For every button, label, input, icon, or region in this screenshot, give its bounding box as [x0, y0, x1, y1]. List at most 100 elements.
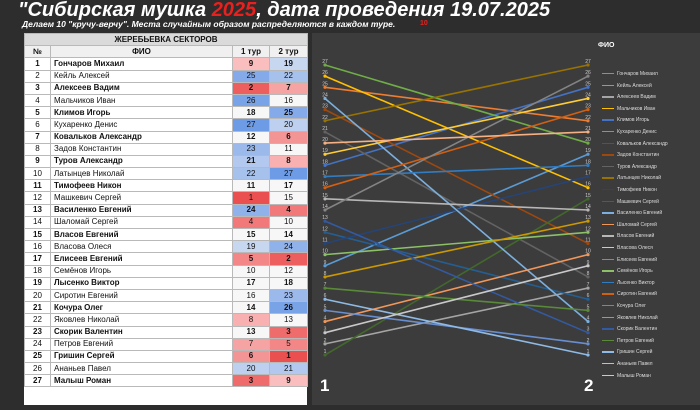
table-row: 3 Алексеев Вадим 2 7: [24, 81, 309, 95]
series-point: [586, 130, 590, 134]
chart-svg: 9192522272616182527201262311218222711171…: [322, 59, 591, 357]
legend-label: Гришин Сергей: [617, 349, 653, 356]
legend-label: Задов Константин: [617, 152, 660, 159]
row-number: 18: [24, 264, 51, 278]
round2-sector: 17: [268, 179, 309, 193]
legend-label: Лысенко Виктор: [617, 279, 655, 286]
legend-label: Сиротин Евгений: [617, 291, 657, 298]
round1-sector: 7: [232, 337, 270, 351]
row-number: 25: [24, 349, 51, 364]
legend-item: Семёнов Игорь: [602, 268, 653, 274]
round1-sector: 3: [232, 374, 270, 388]
row-number: 1: [24, 57, 51, 71]
col-header-num: №: [24, 45, 51, 59]
round1-sector: 9: [232, 57, 270, 71]
point-label: 21: [585, 126, 591, 132]
series-point: [323, 253, 327, 257]
point-label: 8: [587, 271, 590, 277]
row-number: 10: [24, 167, 51, 181]
series-point: [586, 85, 590, 89]
participant-name: Семёнов Игорь: [50, 264, 233, 278]
legend-label: Кочура Олег: [617, 303, 646, 309]
series-point: [323, 297, 327, 301]
legend-swatch: [602, 362, 614, 365]
point-label: 15: [585, 193, 591, 199]
table-row: 19 Лысенко Виктор 17 18: [24, 276, 309, 290]
table-row: 18 Семёнов Игорь 10 12: [24, 264, 309, 278]
legend-label: Кухаренко Денис: [617, 129, 657, 135]
round2-sector: 6: [268, 130, 309, 144]
row-number: 21: [24, 301, 51, 315]
point-label: 14: [585, 204, 591, 210]
round2-sector: 13: [268, 313, 309, 327]
series-point: [586, 74, 590, 78]
series-line: [324, 108, 589, 245]
round2-sector: 5: [268, 337, 309, 351]
table-row: 9 Туров Александр 21 8: [24, 154, 309, 169]
round1-sector: 8: [232, 313, 270, 327]
point-label: 10: [322, 249, 328, 255]
table-row: 27 Малыш Роман 3 9: [24, 374, 309, 388]
row-number: 6: [24, 118, 51, 132]
series-point: [586, 297, 590, 301]
row-number: 17: [24, 252, 51, 266]
row-number: 12: [24, 191, 51, 205]
legend-item: Петров Евгений: [602, 338, 654, 344]
round2-sector: 1: [268, 349, 309, 364]
point-label: 18: [322, 159, 328, 165]
point-label: 19: [322, 148, 328, 154]
table-row: 24 Петров Евгений 7 5: [24, 337, 309, 351]
round1-sector: 5: [232, 252, 270, 266]
legend-swatch: [602, 107, 614, 110]
row-number: 16: [24, 240, 51, 254]
table-row: 13 Василенко Евгений 24 4: [24, 203, 309, 217]
row-number: 9: [24, 154, 51, 169]
legend-label: Власова Олеся: [617, 245, 653, 251]
round2-sector: 27: [268, 167, 309, 181]
participant-name: Туров Александр: [50, 154, 233, 169]
point-label: 27: [585, 59, 591, 65]
legend-item: Малыш Роман: [602, 373, 651, 379]
row-number: 11: [24, 179, 51, 193]
series-line: [324, 231, 589, 301]
table-row: 16 Власова Олеся 19 24: [24, 240, 309, 254]
legend-label: Кейль Алексей: [617, 82, 652, 89]
round1-sector: 27: [232, 118, 270, 132]
series-point: [323, 208, 327, 212]
series-line: [324, 220, 589, 278]
point-label: 6: [587, 293, 590, 299]
row-number: 5: [24, 106, 51, 120]
participant-name: Ананьев Павел: [50, 362, 233, 376]
series-line: [324, 264, 589, 334]
point-label: 27: [322, 59, 328, 65]
series-line: [324, 108, 589, 189]
table-row: 21 Кочура Олег 14 26: [24, 301, 309, 315]
series-point: [586, 353, 590, 357]
legend-swatch: [602, 188, 614, 191]
legend-item: Елисеев Евгений: [602, 257, 657, 263]
point-label: 17: [322, 171, 328, 177]
legend-label: Яковлев Николай: [617, 314, 658, 321]
round1-sector: 18: [232, 106, 270, 120]
point-label: 17: [585, 171, 591, 177]
row-number: 3: [24, 81, 51, 95]
legend-swatch: [602, 339, 614, 342]
point-label: 20: [322, 137, 328, 143]
round2-sector: 12: [268, 264, 309, 278]
point-label: 25: [585, 81, 591, 87]
round1-label: 1: [320, 376, 330, 395]
legend-swatch: [602, 223, 614, 226]
series-line: [324, 97, 589, 323]
participant-name: Шаломай Сергей: [50, 215, 233, 230]
round2-sector: 7: [268, 81, 309, 95]
point-label: 22: [322, 115, 328, 121]
legend-swatch: [602, 142, 614, 145]
legend-label: Ковальков Александр: [617, 140, 668, 147]
legend-item: Латынцев Николай: [602, 175, 661, 181]
legend-item: Лысенко Виктор: [602, 280, 655, 286]
round1-sector: 10: [232, 264, 270, 278]
legend-swatch: [602, 316, 614, 319]
legend-label: Семёнов Игорь: [617, 268, 653, 275]
table-row: 26 Ананьев Павел 20 21: [24, 362, 309, 376]
